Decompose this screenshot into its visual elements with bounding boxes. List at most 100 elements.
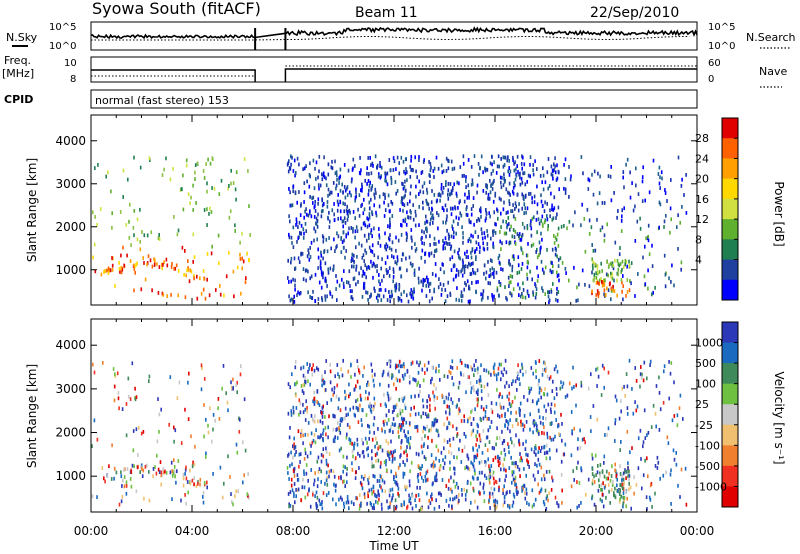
data-cell [542, 422, 544, 426]
data-cell [317, 470, 320, 474]
data-cell [482, 170, 484, 175]
data-cell [553, 410, 556, 415]
data-cell [500, 247, 502, 251]
data-cell [446, 374, 449, 379]
data-cell [437, 226, 439, 231]
data-cell [463, 264, 466, 269]
data-cell [445, 220, 447, 225]
data-cell [455, 231, 457, 236]
data-cell [187, 490, 189, 495]
data-cell [543, 444, 546, 449]
data-cell [383, 480, 386, 485]
data-cell [366, 166, 368, 170]
data-cell [303, 485, 306, 490]
data-cell [435, 474, 438, 478]
data-cell [339, 200, 342, 205]
data-cell [452, 235, 455, 239]
data-cell [292, 169, 295, 173]
data-cell [288, 232, 290, 237]
data-cell [552, 169, 554, 173]
data-cell [555, 418, 557, 422]
data-cell [539, 386, 541, 391]
data-cell [377, 255, 379, 260]
data-cell [437, 193, 440, 197]
data-cell [370, 293, 372, 298]
data-cell [293, 158, 296, 163]
data-cell [329, 380, 332, 385]
data-cell [206, 181, 208, 186]
data-cell [601, 280, 603, 284]
data-cell [554, 252, 557, 257]
data-cell [526, 272, 528, 277]
data-cell [458, 493, 460, 497]
data-cell [497, 366, 500, 371]
data-cell [541, 204, 544, 208]
data-cell [599, 497, 602, 502]
data-cell [359, 393, 362, 398]
data-cell [435, 199, 438, 204]
data-cell [498, 293, 500, 298]
data-cell [595, 281, 598, 285]
data-cell [356, 437, 359, 442]
data-cell [325, 432, 327, 437]
data-cell [400, 428, 402, 432]
data-cell [533, 215, 535, 220]
data-cell [322, 209, 324, 213]
data-cell [320, 266, 322, 271]
data-cell [406, 178, 408, 183]
data-cell [476, 422, 479, 427]
data-cell [203, 277, 205, 281]
data-cell [403, 500, 405, 505]
data-cell [493, 499, 495, 504]
data-cell [310, 214, 313, 219]
data-cell [331, 294, 334, 299]
data-cell [545, 416, 547, 421]
data-cell [603, 366, 605, 371]
data-cell [355, 399, 357, 404]
data-cell [529, 155, 532, 159]
data-cell [511, 274, 514, 279]
data-cell [494, 479, 497, 484]
data-cell [544, 200, 546, 205]
data-cell [315, 160, 318, 165]
data-cell [355, 187, 357, 192]
data-cell [525, 420, 528, 424]
data-cell [156, 262, 158, 267]
data-cell [595, 367, 597, 372]
data-cell [134, 397, 137, 402]
data-cell [492, 271, 495, 276]
data-cell [473, 454, 476, 459]
data-cell [293, 494, 295, 498]
data-cell [551, 207, 553, 212]
data-cell [614, 462, 616, 467]
data-cell [514, 217, 517, 221]
data-cell [502, 183, 505, 188]
data-cell [514, 480, 516, 484]
data-cell [200, 291, 203, 296]
colorbar-segment [722, 259, 738, 281]
data-cell [102, 361, 104, 365]
data-cell [422, 190, 425, 195]
data-cell [458, 447, 460, 452]
data-cell [491, 446, 494, 450]
data-cell [336, 298, 338, 302]
data-cell [304, 376, 307, 380]
data-cell [626, 412, 629, 416]
data-cell [623, 185, 625, 190]
data-cell [493, 481, 495, 486]
data-cell [120, 270, 123, 275]
data-cell [464, 363, 467, 368]
data-cell [444, 288, 447, 292]
data-cell [376, 264, 378, 268]
data-cell [351, 289, 353, 294]
data-cell [336, 231, 338, 236]
data-cell [388, 454, 390, 458]
data-cell [491, 474, 494, 478]
data-cell [450, 234, 453, 239]
data-cell [352, 405, 355, 410]
data-cell [503, 200, 505, 205]
data-cell [470, 500, 472, 505]
data-cell [320, 469, 322, 474]
data-cell [441, 170, 444, 175]
data-cell [669, 472, 672, 477]
